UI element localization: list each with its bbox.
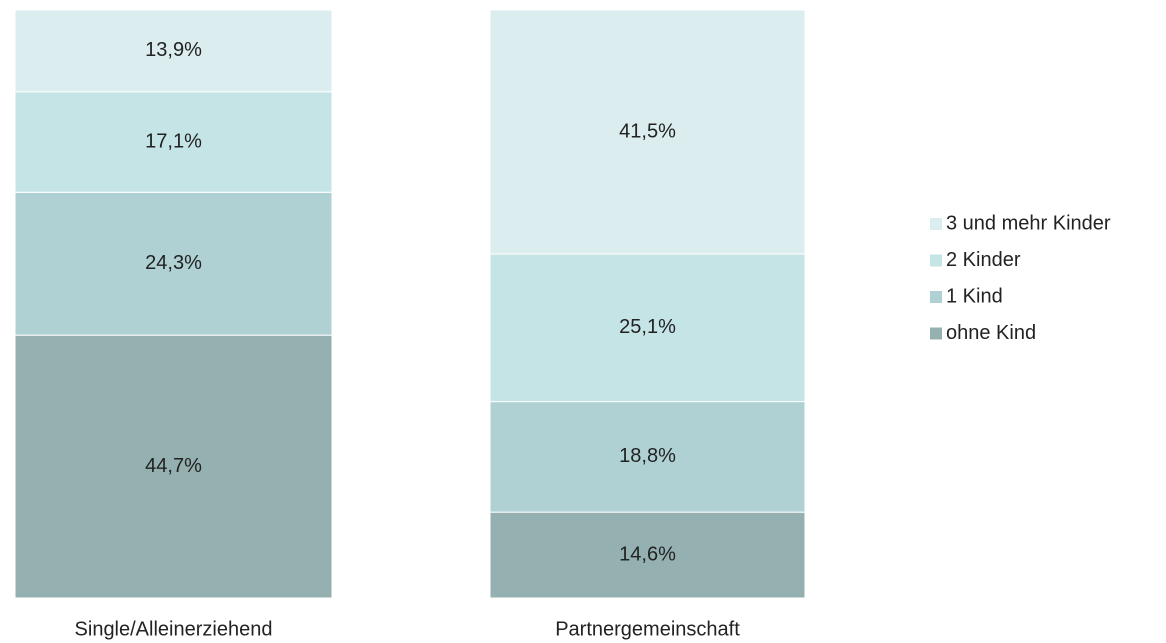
bar-segment (489, 9, 806, 255)
x-tick-label: Partnergemeinschaft (555, 618, 740, 640)
bar-segment (489, 401, 806, 513)
legend-label: 3 und mehr Kinder (946, 212, 1111, 234)
legend-swatch (930, 254, 942, 267)
bar-segment (489, 253, 806, 403)
bar-segment (14, 9, 333, 93)
bar-segment (14, 334, 333, 599)
legend-swatch (930, 218, 942, 230)
value-label: 44,7% (145, 455, 202, 477)
legend-swatch (930, 291, 942, 303)
legend-swatch (930, 327, 942, 340)
legend-label: ohne Kind (946, 322, 1036, 344)
value-label: 18,8% (619, 445, 676, 467)
value-label: 17,1% (145, 130, 202, 152)
bar-segment (14, 191, 333, 336)
legend-label: 2 Kinder (946, 249, 1021, 271)
value-label: 41,5% (619, 120, 676, 142)
value-label: 14,6% (619, 543, 676, 565)
value-label: 24,3% (145, 252, 202, 274)
value-label: 13,9% (145, 39, 202, 61)
legend-label: 1 Kind (946, 285, 1003, 307)
x-tick-label: Single/Alleinerziehend (75, 618, 273, 640)
bar-segment (489, 511, 806, 599)
value-label: 25,1% (619, 316, 676, 338)
